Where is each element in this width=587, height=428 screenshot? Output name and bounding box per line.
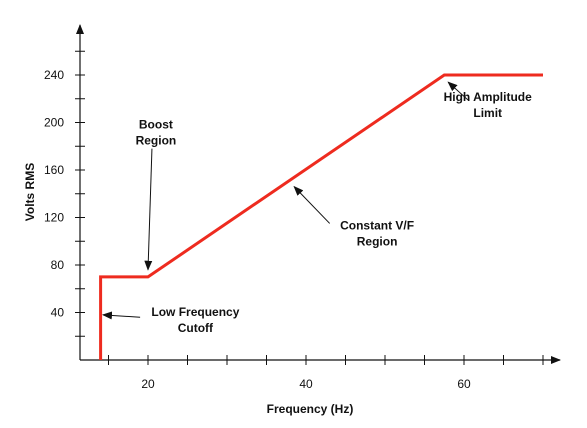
annotation-line: Low Frequency (151, 305, 239, 319)
annotation-line: Cutoff (178, 321, 214, 335)
axes (76, 24, 561, 364)
annotation-arrow (293, 185, 331, 224)
y-tick-label: 40 (51, 306, 65, 320)
annotation-line: Limit (473, 106, 502, 120)
annotation-line: Boost (139, 117, 173, 131)
series-line (99, 73, 543, 360)
x-tick-label: 60 (457, 377, 471, 391)
x-axis-title: Frequency (Hz) (267, 402, 354, 416)
series-layer (99, 73, 543, 360)
y-tick-label: 200 (44, 116, 64, 130)
y-tick-label: 160 (44, 163, 64, 177)
x-tick-label: 20 (141, 377, 155, 391)
annotation-arrow (144, 148, 153, 271)
x-tick-label: 40 (299, 377, 313, 391)
annotation-label: Boost Region (136, 117, 177, 147)
tick-labels: 40 80 120 160 200 240 20 40 60 (44, 68, 471, 391)
y-tick-label: 120 (44, 211, 64, 225)
annotation-arrow (447, 81, 469, 101)
axis-ticks (75, 50, 544, 365)
annotation-line: Region (357, 234, 398, 248)
y-tick-label: 80 (51, 258, 65, 272)
y-axis-title: Volts RMS (23, 163, 37, 221)
annotation-line: Constant V/F (340, 218, 414, 232)
annotation-line: High Amplitude (444, 90, 533, 104)
annotation-label: High Amplitude Limit (444, 90, 533, 120)
annotation-label: Low Frequency Cutoff (151, 305, 239, 335)
annotations: Boost Region Constant V/F Region High Amplit… (101, 81, 533, 335)
annotation-arrow (101, 311, 141, 320)
annotation-label: Constant V/F Region (340, 218, 414, 248)
y-tick-label: 240 (44, 68, 64, 82)
annotation-line: Region (136, 133, 177, 147)
